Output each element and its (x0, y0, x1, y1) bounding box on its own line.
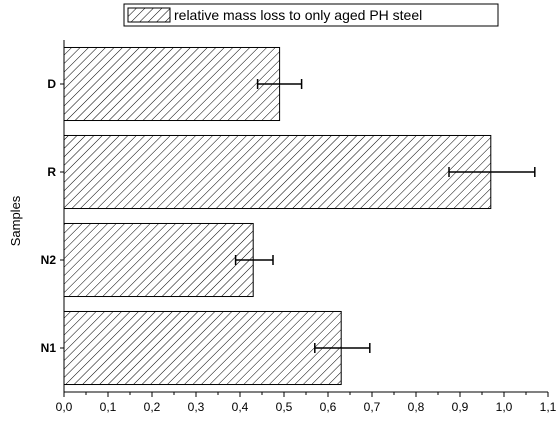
x-ticks: 0,0 0,1 0,2 0,3 0,4 0,5 0,6 0,7 0,8 0,9 1,0 1,1 (56, 392, 556, 414)
bar-n1 (63, 310, 342, 386)
x-tick-label: 1,0 (496, 400, 513, 414)
x-tick-label: 0,3 (188, 400, 205, 414)
category-label-d: D (47, 77, 56, 91)
x-tick-label: 0,8 (408, 400, 425, 414)
category-label-r: R (47, 165, 56, 179)
category-labels: D R N2 N1 (41, 77, 64, 355)
legend-box (123, 3, 499, 27)
x-tick-label: 0,1 (100, 400, 117, 414)
error-bars-layer (234, 79, 536, 353)
x-tick-label: 0,7 (364, 400, 381, 414)
x-tick-label: 0,0 (56, 400, 73, 414)
legend-label: relative mass loss to only aged PH steel (174, 7, 422, 23)
x-tick-label: 1,1 (540, 400, 556, 414)
y-axis-title: Samples (8, 195, 23, 246)
bar-d (63, 46, 281, 122)
x-tick-label: 0,6 (320, 400, 337, 414)
x-tick-label: 0,4 (232, 400, 249, 414)
legend: relative mass loss to only aged PH steel (123, 3, 499, 27)
category-label-n1: N1 (41, 341, 57, 355)
legend-swatch (127, 7, 171, 23)
x-tick-label: 0,2 (144, 400, 161, 414)
bars-layer (63, 46, 492, 386)
x-tick-label: 0,5 (276, 400, 293, 414)
bar-n2 (63, 222, 254, 298)
x-tick-label: 0,9 (452, 400, 469, 414)
bar-r (63, 134, 492, 210)
category-label-n2: N2 (41, 253, 57, 267)
